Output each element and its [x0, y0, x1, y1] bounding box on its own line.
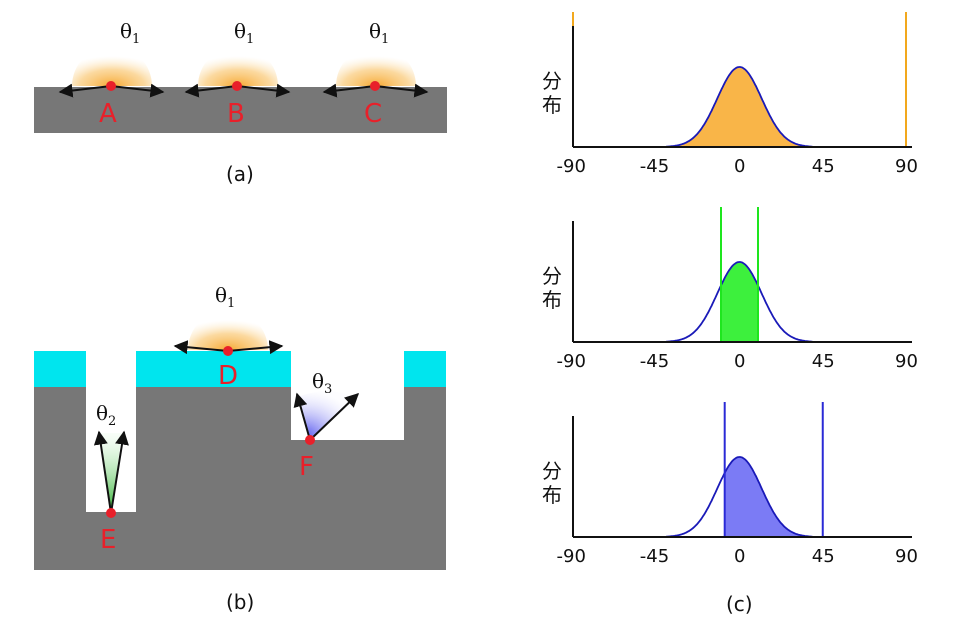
ylabel-3-line2: 布 [542, 483, 562, 507]
point-label-b: B [227, 99, 245, 129]
arrow-left-a [58, 83, 112, 98]
emission-lobe-a [72, 46, 152, 86]
arrow-right-c [374, 83, 429, 98]
arrow-left-e [93, 430, 112, 514]
point-label-a: A [99, 99, 117, 129]
panel-a: θ1 A θ1 B θ1 C (a) [34, 19, 447, 186]
arrow-left-b [184, 83, 238, 98]
emission-lobe-b [198, 46, 278, 86]
point-label-f: F [299, 452, 314, 482]
tick-label-neg45: -45 [640, 351, 669, 372]
arrow-right-d [227, 340, 284, 355]
theta-label-b: θ1 [234, 19, 254, 47]
arrow-right-a [110, 83, 165, 98]
coating-right [404, 351, 446, 387]
site-c: θ1 C [322, 19, 429, 129]
distribution-curve [666, 261, 813, 343]
point-marker-a [106, 81, 116, 91]
point-label-c: C [364, 99, 382, 129]
arrow-right-f [309, 393, 360, 441]
theta-label-e: θ2 [96, 401, 116, 429]
site-d: θ1 D [173, 283, 284, 391]
caption-a: (a) [226, 162, 254, 186]
tick-label-90: 90 [895, 546, 918, 567]
caption-b: (b) [226, 590, 254, 614]
point-label-e: E [100, 525, 116, 555]
filled-area [721, 262, 758, 342]
point-marker-d [223, 346, 233, 356]
point-marker-e [106, 508, 116, 518]
ylabel-1-line1: 分 [542, 69, 562, 93]
tick-label-90: 90 [895, 351, 918, 372]
distribution-chart-3: 分 布 -90 -45 0 45 90 [542, 402, 918, 567]
point-marker-b [232, 81, 242, 91]
point-marker-c [370, 81, 380, 91]
tick-label-0: 0 [734, 156, 745, 177]
filled-area [724, 457, 813, 537]
coating-middle [136, 351, 291, 387]
tick-label-0: 0 [734, 546, 745, 567]
substrate-b [34, 387, 446, 570]
tick-label-neg45: -45 [640, 546, 669, 567]
theta-label-a: θ1 [120, 19, 140, 47]
filled-area [666, 67, 813, 147]
point-label-d: D [218, 361, 238, 391]
tick-label-0: 0 [734, 351, 745, 372]
point-marker-f [305, 435, 315, 445]
emission-lobe-d [188, 310, 268, 350]
tick-label-neg90: -90 [557, 351, 586, 372]
emission-cone-e [100, 433, 122, 513]
arrow-left-c [322, 83, 376, 98]
arrow-right-e [110, 430, 129, 514]
tick-label-neg45: -45 [640, 156, 669, 177]
coating-left [34, 351, 86, 387]
panel-c: 分 布 -90 -45 0 45 90 分 布 -90 -45 0 45 90 分 布 -90 -… [542, 12, 918, 616]
theta-label-c: θ1 [369, 19, 389, 47]
arrow-right-b [236, 83, 291, 98]
theta-label-d: θ1 [215, 283, 235, 311]
ylabel-3-line1: 分 [542, 459, 562, 483]
distribution-chart-2: 分 布 -90 -45 0 45 90 [542, 207, 918, 372]
ylabel-2-line2: 布 [542, 288, 562, 312]
substrate-a [34, 87, 447, 133]
distribution-curve [666, 66, 813, 148]
distribution-chart-1: 分 布 -90 -45 0 45 90 [542, 12, 918, 177]
caption-c: (c) [726, 592, 753, 616]
emission-lobe-c [336, 46, 416, 86]
distribution-curve [666, 456, 813, 538]
arrow-left-d [173, 340, 229, 355]
site-a: θ1 A [58, 19, 165, 129]
tick-label-45: 45 [812, 546, 835, 567]
tick-label-neg90: -90 [557, 156, 586, 177]
site-f: θ3 F [293, 369, 360, 482]
panel-b: θ1 D θ2 E θ3 F (b) [34, 283, 446, 614]
tick-label-45: 45 [812, 351, 835, 372]
ylabel-2-line1: 分 [542, 264, 562, 288]
site-b: θ1 B [184, 19, 291, 129]
arrow-left-f [293, 392, 311, 441]
theta-label-f: θ3 [312, 369, 332, 397]
tick-label-neg90: -90 [557, 546, 586, 567]
tick-label-90: 90 [895, 156, 918, 177]
site-e: θ2 E [93, 401, 129, 555]
emission-cone-f [297, 391, 356, 440]
tick-label-45: 45 [812, 156, 835, 177]
ylabel-1-line2: 布 [542, 93, 562, 117]
